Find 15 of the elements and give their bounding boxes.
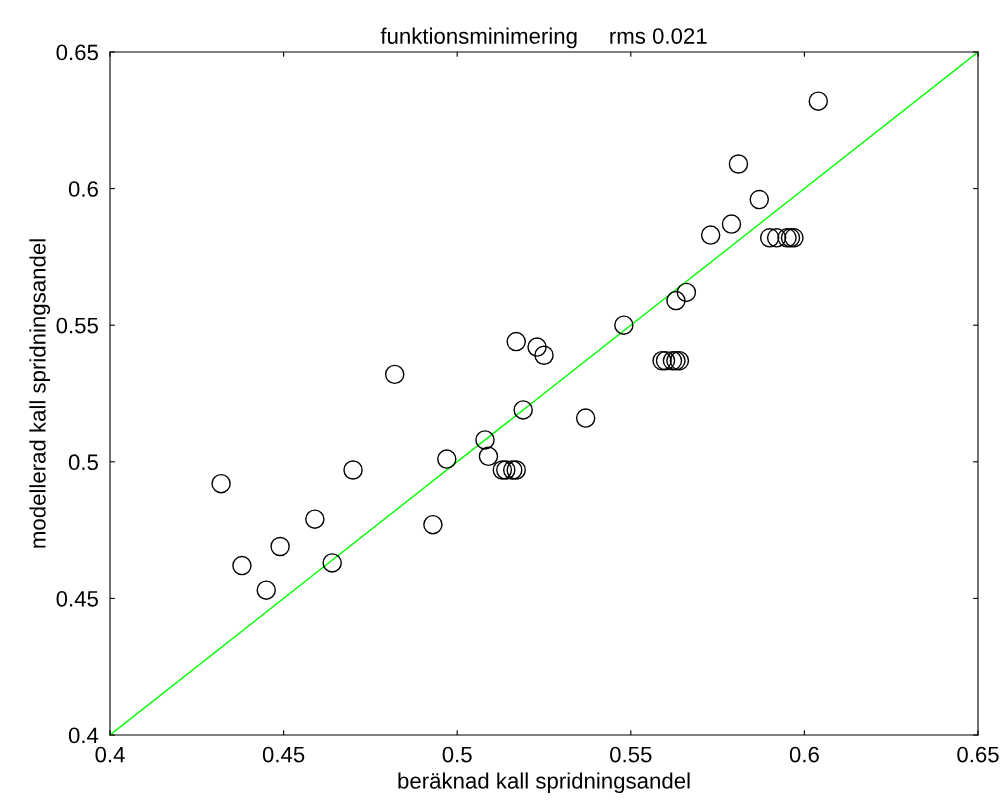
x-tick-label: 0.4 — [95, 746, 125, 763]
y-tick-label: 0.65 — [56, 44, 98, 61]
y-tick-label: 0.5 — [68, 454, 98, 471]
y-tick-label: 0.45 — [56, 590, 98, 607]
x-axis-title: beräknad kall spridningsandel — [398, 772, 690, 794]
x-tick-label: 0.5 — [442, 746, 472, 763]
y-axis-title: modellerad kall spridningsandel — [29, 239, 51, 548]
y-tick-label: 0.4 — [68, 727, 99, 744]
x-tick-label: 0.45 — [262, 746, 305, 763]
x-tick-label: 0.65 — [957, 746, 999, 763]
y-tick-label: 0.6 — [68, 181, 98, 197]
x-tick-label: 0.6 — [789, 746, 819, 763]
chart-title: funktionsminimering rms 0.021 — [380, 27, 707, 49]
x-tick-label: 0.55 — [610, 746, 652, 763]
y-tick-label: 0.55 — [56, 317, 98, 334]
